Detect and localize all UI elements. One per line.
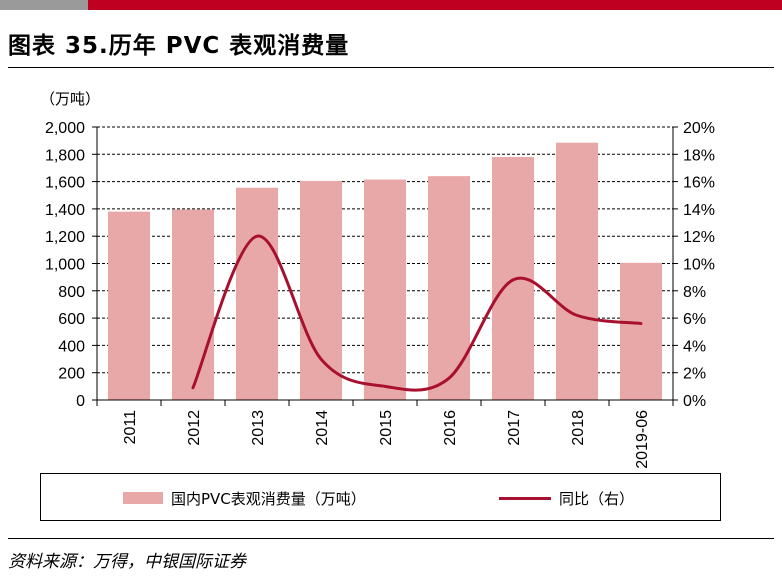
right-tick-label: 0%: [683, 393, 706, 410]
bar: [172, 209, 214, 400]
x-tick-label: 2017: [506, 410, 523, 446]
x-tick-label: 2011: [122, 410, 139, 445]
bar-series: [108, 142, 662, 400]
line-series: [191, 234, 643, 392]
right-tick-label: 18%: [683, 147, 715, 164]
left-tick-label: 1,200: [45, 229, 85, 246]
chart-plot: 0 200 400 600 800 1,000 1,200 1,400 1,600 1,800 2,…: [45, 120, 715, 469]
chart-title: 图表 35.历年 PVC 表观消费量: [8, 33, 350, 59]
x-tick-label: 2012: [186, 410, 203, 446]
right-tick-label: 16%: [683, 175, 715, 192]
right-tick-label: 12%: [683, 229, 715, 246]
bar: [428, 176, 470, 400]
bar: [364, 179, 406, 400]
right-tick-label: 14%: [683, 202, 715, 219]
x-tick-label: 2014: [314, 410, 331, 446]
left-axis-unit: （万吨）: [40, 90, 101, 108]
legend: 国内PVC表观消费量（万吨） 同比（右）: [40, 473, 721, 521]
right-tick-label: 2%: [683, 366, 706, 383]
left-tick-label: 1,600: [45, 175, 85, 192]
bar: [620, 262, 662, 400]
footer-divider: [8, 538, 774, 539]
legend-swatch-line: [499, 496, 551, 500]
yoy-line: [191, 234, 643, 392]
legend-item-yoy: 同比（右）: [499, 474, 634, 522]
left-tick-label: 1,800: [45, 147, 85, 164]
bar: [236, 187, 278, 400]
right-tick-label: 8%: [683, 284, 706, 301]
bar: [108, 211, 150, 400]
left-tick-label: 1,000: [45, 257, 85, 274]
bar: [556, 142, 598, 400]
bar: [300, 180, 342, 400]
legend-item-consumption: 国内PVC表观消费量（万吨）: [123, 474, 366, 522]
x-axis-ticks: 2011 2012 2013 2014 2015 2016 2017 2018 2019-06: [96, 400, 674, 469]
x-tick-label: 2019-06: [634, 410, 651, 469]
right-tick-label: 10%: [683, 257, 715, 274]
right-tick-label: 4%: [683, 338, 706, 355]
brand-bar-gray: [0, 0, 88, 10]
legend-label-consumption: 国内PVC表观消费量（万吨）: [171, 489, 366, 508]
left-axis-ticks: 0 200 400 600 800 1,000 1,200 1,400 1,600 1,800 2,…: [45, 120, 97, 410]
right-tick-label: 20%: [683, 120, 715, 137]
left-tick-label: 400: [58, 338, 85, 355]
left-tick-label: 200: [58, 366, 85, 383]
x-tick-label: 2013: [250, 410, 267, 446]
x-tick-label: 2018: [570, 410, 587, 446]
x-tick-label: 2015: [378, 410, 395, 446]
legend-label-yoy: 同比（右）: [559, 489, 635, 508]
source-note: 资料来源：万得，中银国际证券: [8, 552, 246, 572]
left-tick-label: 600: [58, 311, 85, 328]
left-tick-label: 1,400: [45, 202, 85, 219]
left-tick-label: 800: [58, 284, 85, 301]
left-tick-label: 0: [76, 393, 85, 410]
left-tick-label: 2,000: [45, 120, 85, 137]
right-tick-label: 6%: [683, 311, 706, 328]
legend-swatch-bar: [123, 492, 163, 504]
x-tick-label: 2016: [442, 410, 459, 446]
title-divider: [8, 67, 774, 68]
right-axis-ticks: 0% 2% 4% 6% 8% 10% 12% 14% 16% 18% 20%: [673, 120, 715, 410]
brand-bar-red: [88, 0, 782, 10]
